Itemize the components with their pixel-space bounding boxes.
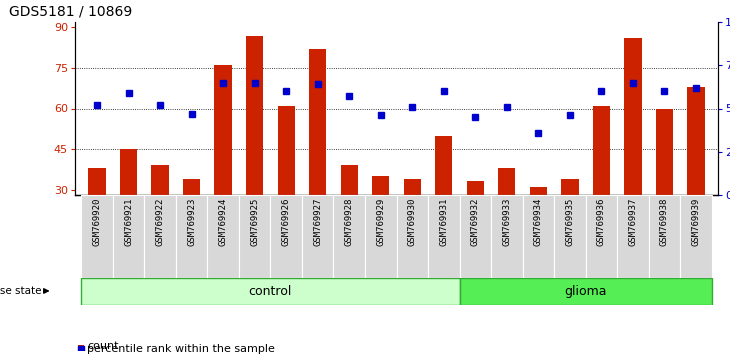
Bar [656, 108, 673, 195]
Bar [151, 165, 169, 195]
Text: count: count [87, 341, 119, 351]
Bar [239, 195, 270, 278]
Bar [215, 65, 232, 195]
Bar [396, 195, 428, 278]
Bar [120, 149, 137, 195]
Bar [246, 35, 264, 195]
Text: GSM769938: GSM769938 [660, 198, 669, 246]
Bar [78, 345, 84, 347]
Text: GSM769928: GSM769928 [345, 198, 354, 246]
Text: GSM769921: GSM769921 [124, 198, 133, 246]
Bar [88, 168, 106, 195]
Text: GSM769933: GSM769933 [502, 198, 511, 246]
Text: GSM769934: GSM769934 [534, 198, 543, 246]
Bar [585, 195, 617, 278]
Text: GSM769922: GSM769922 [155, 198, 164, 246]
Bar [81, 278, 460, 305]
Bar [341, 165, 358, 195]
Bar [466, 182, 484, 195]
Bar [334, 195, 365, 278]
Text: glioma: glioma [564, 285, 607, 298]
Bar [277, 106, 295, 195]
Text: GSM769935: GSM769935 [565, 198, 575, 246]
Text: GSM769924: GSM769924 [219, 198, 228, 246]
Bar [183, 179, 200, 195]
Bar [680, 195, 712, 278]
Bar [649, 195, 680, 278]
Bar [687, 87, 704, 195]
Bar [428, 195, 460, 278]
Bar [302, 195, 334, 278]
Bar [554, 195, 585, 278]
Bar [207, 195, 239, 278]
Text: GSM769931: GSM769931 [439, 198, 448, 246]
Text: GSM769923: GSM769923 [187, 198, 196, 246]
Bar [145, 195, 176, 278]
Bar [176, 195, 207, 278]
Text: GSM769929: GSM769929 [376, 198, 385, 246]
Bar [593, 106, 610, 195]
Bar [372, 176, 389, 195]
Text: percentile rank within the sample: percentile rank within the sample [87, 344, 275, 354]
Text: GDS5181 / 10869: GDS5181 / 10869 [9, 5, 132, 18]
Bar [617, 195, 649, 278]
Bar [460, 195, 491, 278]
Text: disease state: disease state [0, 286, 42, 296]
Bar [624, 38, 642, 195]
Bar [365, 195, 396, 278]
Bar [498, 168, 515, 195]
Bar [309, 49, 326, 195]
Bar [523, 195, 554, 278]
Text: GSM769937: GSM769937 [629, 198, 637, 246]
Bar [460, 278, 712, 305]
Text: GSM769932: GSM769932 [471, 198, 480, 246]
Text: GSM769936: GSM769936 [597, 198, 606, 246]
Text: GSM769927: GSM769927 [313, 198, 322, 246]
Text: GSM769930: GSM769930 [408, 198, 417, 246]
Bar [113, 195, 145, 278]
Bar [81, 195, 113, 278]
Bar [530, 187, 547, 195]
Bar [491, 195, 523, 278]
Bar [270, 195, 302, 278]
Text: GSM769926: GSM769926 [282, 198, 291, 246]
Bar [404, 179, 421, 195]
Text: GSM769939: GSM769939 [691, 198, 701, 246]
Text: GSM769925: GSM769925 [250, 198, 259, 246]
Text: GSM769920: GSM769920 [93, 198, 101, 246]
Bar [561, 179, 579, 195]
Bar [435, 136, 453, 195]
Text: control: control [249, 285, 292, 298]
